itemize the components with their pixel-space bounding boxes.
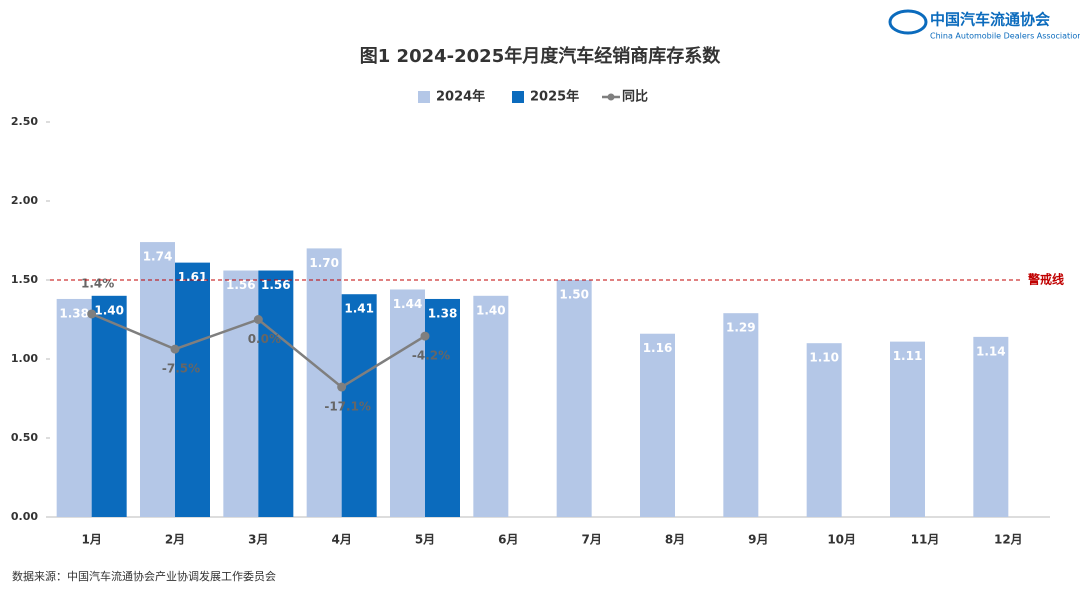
x-tick-label: 10月	[827, 533, 856, 547]
bar	[341, 294, 377, 517]
data-label: -4.2%	[412, 349, 450, 363]
x-tick-label: 12月	[994, 533, 1023, 547]
bar	[390, 289, 425, 517]
y-tick-label: 2.50	[11, 115, 38, 128]
data-label: 1.10	[809, 351, 839, 365]
bar	[175, 262, 210, 517]
legend-marker	[607, 93, 615, 101]
data-label: 1.38	[428, 306, 458, 320]
data-label: 1.14	[976, 344, 1006, 358]
legend-label: 同比	[622, 89, 648, 105]
data-label: 1.40	[476, 303, 506, 317]
line-marker	[420, 331, 430, 341]
logo-subtitle: China Automobile Dealers Association	[930, 32, 1080, 41]
x-tick-label: 5月	[415, 533, 435, 547]
data-label: 1.50	[559, 288, 589, 302]
bar	[258, 270, 294, 517]
logo-name: 中国汽车流通协会	[930, 11, 1050, 29]
bar	[140, 242, 175, 517]
x-tick-label: 4月	[331, 533, 351, 547]
data-label: 1.56	[261, 278, 291, 292]
legend-label: 2025年	[530, 89, 579, 105]
line-marker	[87, 309, 97, 319]
data-label: 1.74	[143, 250, 173, 264]
data-label: -7.5%	[162, 362, 200, 376]
data-label: 1.29	[726, 321, 756, 335]
bar	[473, 295, 509, 517]
line-marker	[253, 315, 263, 324]
y-tick-label: 2.00	[11, 194, 38, 207]
bar	[640, 333, 675, 517]
logo: 中国汽车流通协会 China Automobile Dealers Associ…	[888, 9, 1080, 41]
logo-mark	[888, 9, 928, 35]
bar	[91, 295, 127, 517]
data-label: 1.11	[893, 349, 923, 363]
x-tick-label: 1月	[81, 533, 101, 547]
y-tick-label: 0.00	[11, 510, 38, 523]
data-label: 1.16	[643, 341, 673, 355]
bar	[973, 336, 1009, 517]
source: 数据来源：中国汽车流通协会产业协调发展工作委员会	[12, 569, 276, 583]
data-label: 1.41	[344, 302, 374, 316]
y-tick-label: 1.00	[11, 352, 38, 365]
data-label: 0.0%	[248, 332, 281, 346]
legend-label: 2024年	[436, 89, 485, 105]
x-tick-label: 11月	[911, 533, 940, 547]
bar	[806, 343, 842, 517]
x-tick-label: 7月	[581, 533, 601, 547]
bar	[890, 341, 925, 517]
bar	[223, 270, 259, 517]
legend-swatch	[418, 91, 430, 103]
x-tick-label: 8月	[665, 533, 685, 547]
x-tick-label: 6月	[498, 533, 518, 547]
data-label: 1.44	[393, 297, 423, 311]
legend-swatch	[512, 91, 524, 103]
data-label: 1.56	[226, 278, 256, 292]
data-label: 1.40	[94, 303, 124, 317]
data-label: 1.38	[59, 306, 89, 320]
bar	[556, 280, 592, 517]
x-tick-label: 3月	[248, 533, 268, 547]
bar	[723, 313, 759, 517]
line-marker	[170, 344, 180, 354]
x-tick-label: 2月	[165, 533, 185, 547]
bar	[425, 298, 460, 517]
y-tick-label: 0.50	[11, 431, 38, 444]
data-label: 1.4%	[81, 276, 114, 290]
threshold-label: 警戒线	[1027, 272, 1064, 287]
line-marker	[337, 382, 347, 392]
data-label: -17.1%	[324, 400, 371, 414]
y-tick-label: 1.50	[11, 273, 38, 286]
x-tick-label: 9月	[748, 533, 768, 547]
data-label: 1.70	[309, 256, 339, 270]
data-label: 1.61	[178, 270, 208, 284]
bar	[56, 298, 92, 517]
chart-title: 图1 2024-2025年月度汽车经销商库存系数	[360, 45, 721, 67]
